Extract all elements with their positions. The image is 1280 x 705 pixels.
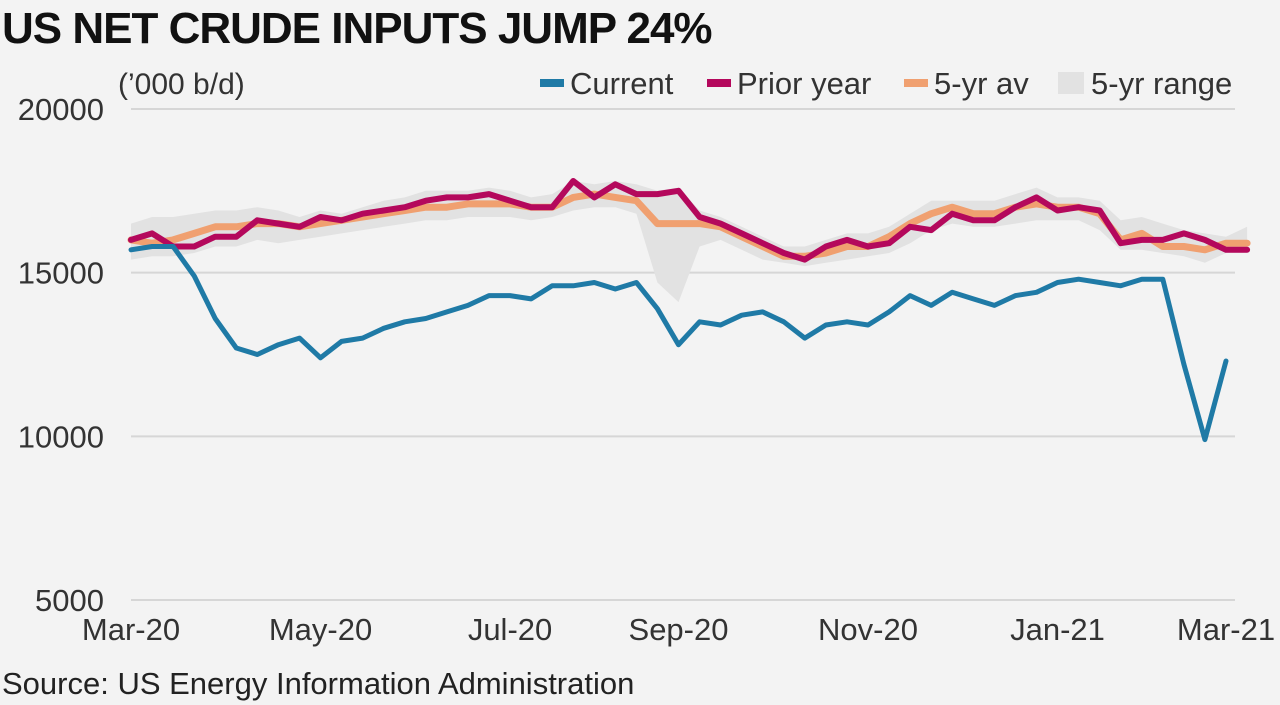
series-lines-layer <box>127 178 1251 443</box>
x-axis-tick-labels: Mar-20 May-20 Jul-20 Sep-20 Nov-20 Jan-21 Mar-… <box>82 612 1275 647</box>
y-tick-label: 15000 <box>18 256 104 291</box>
series-prior-year-line <box>128 178 1251 263</box>
y-tick-label: 10000 <box>18 419 104 454</box>
legend: Current Prior year 5-yr av 5-yr range <box>540 66 1232 101</box>
x-tick-label: Mar-20 <box>82 612 180 647</box>
legend-swatch-range <box>1058 72 1084 94</box>
x-tick-label: May-20 <box>269 612 372 647</box>
series-current-line <box>128 244 1229 443</box>
legend-label-range: 5-yr range <box>1091 66 1232 101</box>
x-tick-label: Nov-20 <box>818 612 918 647</box>
y-tick-label: 20000 <box>18 92 104 127</box>
legend-label-avg: 5-yr av <box>934 66 1029 101</box>
x-tick-label: Sep-20 <box>629 612 729 647</box>
x-tick-label: Jul-20 <box>468 612 552 647</box>
x-tick-label: Mar-21 <box>1177 612 1275 647</box>
unit-label: (’000 b/d) <box>118 68 245 101</box>
source-note: Source: US Energy Information Administra… <box>2 666 635 701</box>
gridlines <box>131 108 1235 601</box>
y-axis-tick-labels: 5000 10000 15000 20000 <box>18 92 104 618</box>
legend-label-current: Current <box>570 66 674 101</box>
legend-label-prior-year: Prior year <box>737 66 871 101</box>
chart-title: US NET CRUDE INPUTS JUMP 24% <box>2 4 713 53</box>
y-tick-label: 5000 <box>35 583 104 618</box>
x-tick-label: Jan-21 <box>1010 612 1105 647</box>
